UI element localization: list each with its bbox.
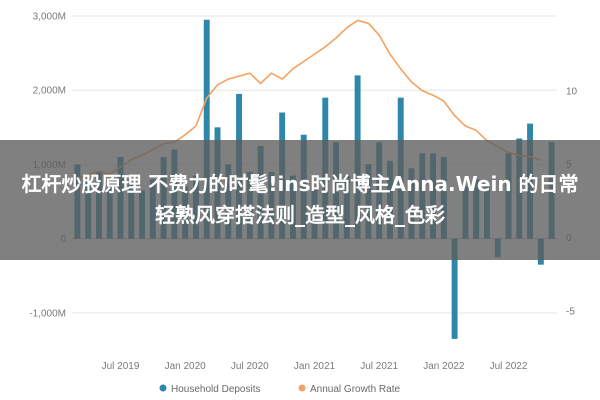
legend-marker-household-deposits (159, 384, 167, 392)
x-tick-label: Jan 2021 (294, 361, 336, 372)
legend-label-annual-growth-rate: Annual Growth Rate (310, 384, 400, 395)
y-right-tick-label: -5 (566, 306, 575, 317)
y-right-tick-label: 10 (566, 86, 578, 97)
x-tick-label: Jan 2022 (423, 361, 465, 372)
title-banner: 杠杆炒股原理 不费力的时髦!ins时尚博主Anna.Wein 的日常轻熟风穿搭法… (0, 140, 600, 260)
y-left-tick-label: 3,000M (33, 12, 66, 23)
x-tick-label: Jul 2019 (102, 361, 140, 372)
x-tick-label: Jul 2020 (231, 361, 269, 372)
legend-marker-annual-growth-rate (298, 384, 306, 392)
bar (451, 238, 458, 339)
x-tick-label: Jul 2022 (490, 361, 528, 372)
x-axis: Jul 2019 Jan 2020 Jul 2020 Jan 2021 Jul 2021… (102, 361, 528, 372)
x-tick-label: Jul 2021 (360, 361, 398, 372)
y-left-tick-label: 2,000M (33, 86, 66, 97)
y-left-tick-label: -1,000M (29, 308, 66, 319)
banner-title: 杠杆炒股原理 不费力的时髦!ins时尚博主Anna.Wein 的日常轻熟风穿搭法… (21, 172, 579, 227)
legend-label-household-deposits: Household Deposits (171, 384, 261, 395)
legend: Household Deposits Annual Growth Rate (159, 384, 400, 395)
bar (203, 19, 210, 239)
x-tick-label: Jan 2020 (165, 361, 207, 372)
